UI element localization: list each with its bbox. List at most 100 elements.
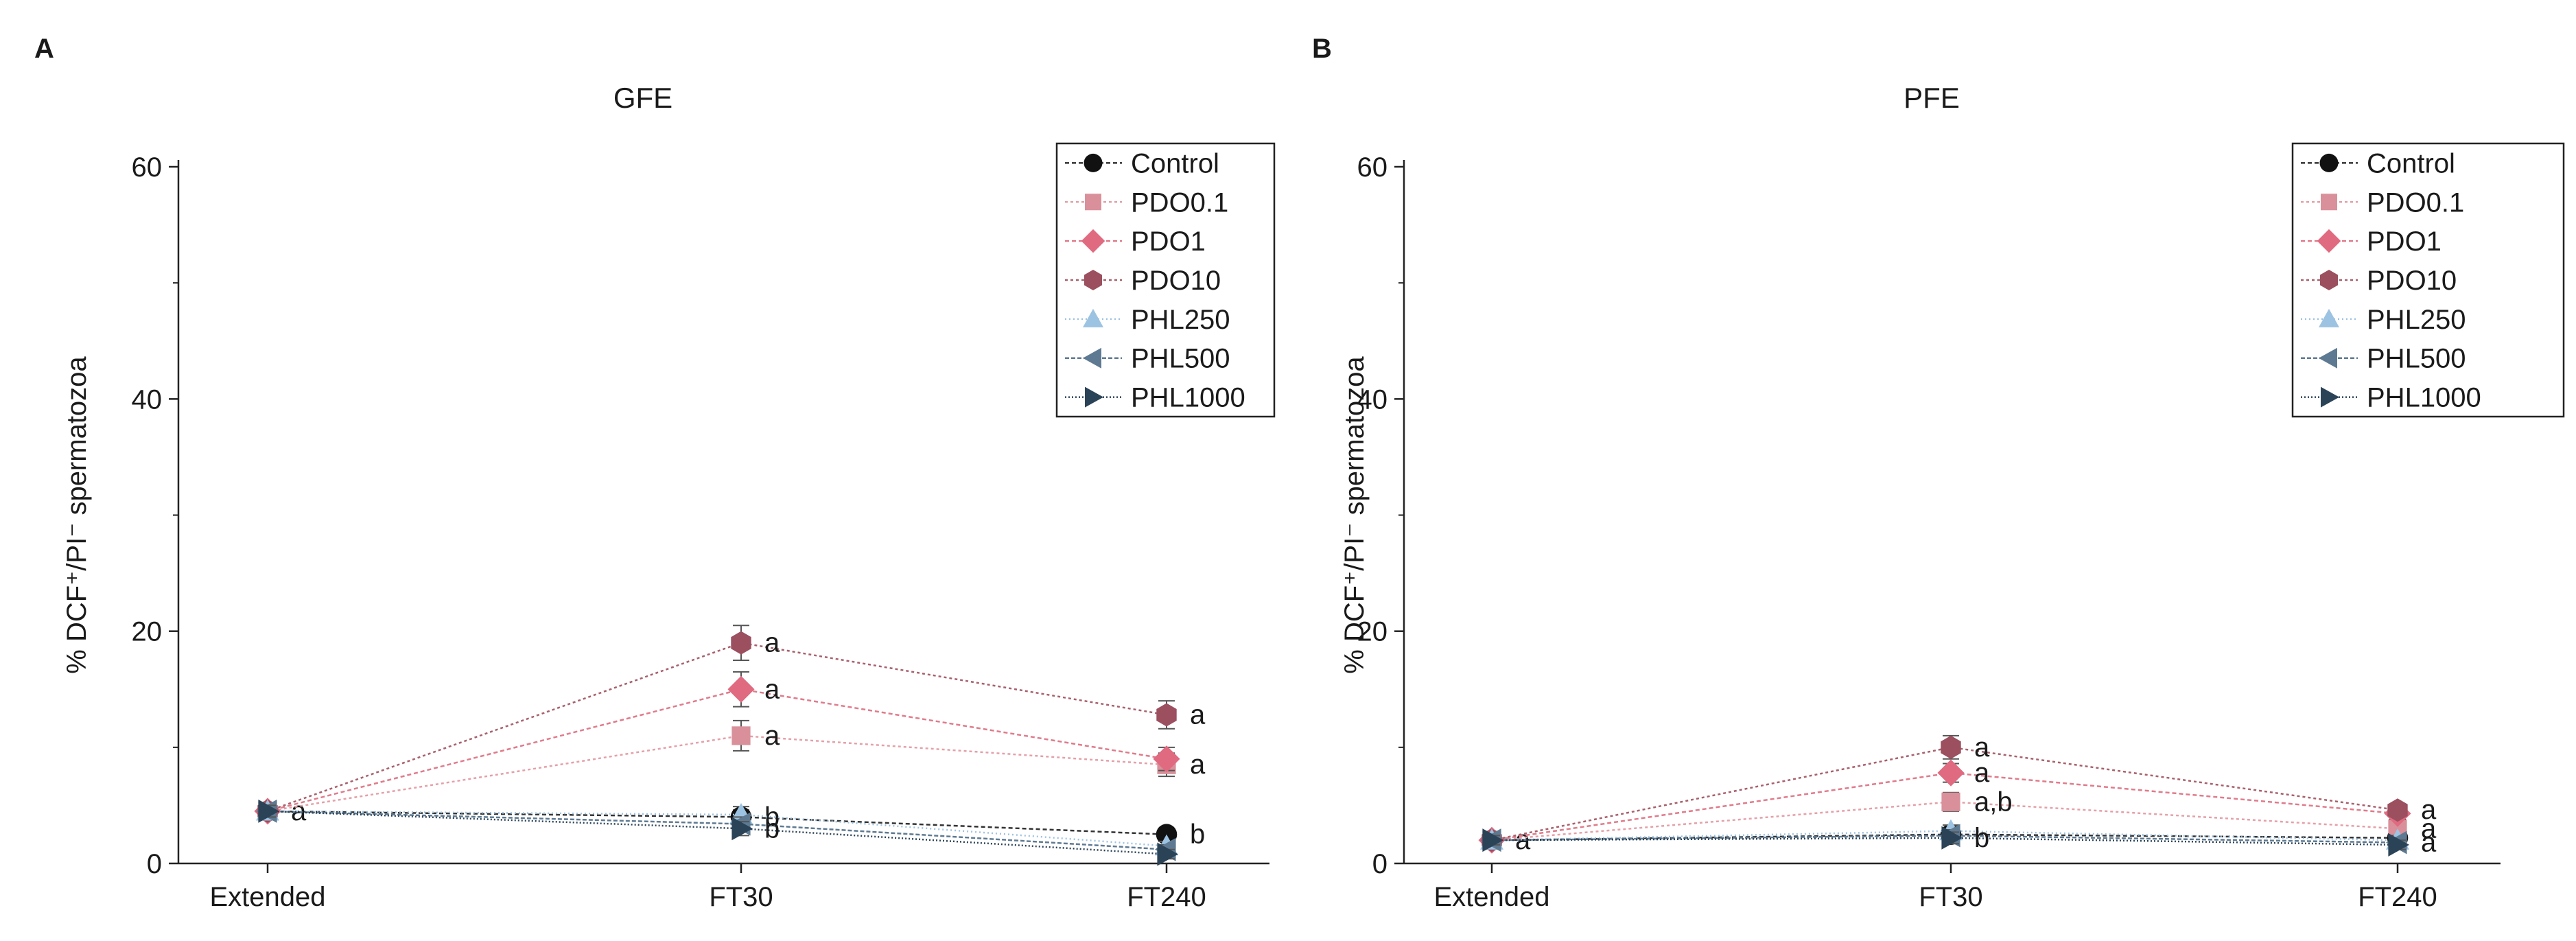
legend-marker	[1081, 229, 1105, 253]
y-axis-label: % DCF⁺/PI⁻ spermatozoa	[62, 356, 92, 674]
significance-label: a	[1190, 750, 1206, 780]
legend-label: PHL250	[1131, 305, 1230, 335]
series-line	[1491, 833, 2398, 841]
chart-panel-b: B PFE 0 20 40 60 Extended FT30 FT240 % DCF⁺/PI⁻…	[1288, 0, 2576, 941]
legend-label: PDO1	[2367, 226, 2442, 257]
series-pdo1: a	[254, 671, 1180, 825]
legend-marker	[1084, 270, 1102, 290]
legend-marker	[2319, 308, 2339, 327]
x-tick-label: Extended	[209, 882, 325, 912]
chart-panel-a: A GFE 0 20 40 60 Extended FT30 FT240 % DCF⁺/PI⁻…	[34, 34, 1276, 912]
data-point	[258, 799, 279, 823]
x-tick-label: FT240	[1127, 882, 1206, 912]
significance-label: b	[764, 802, 780, 832]
legend-label: PHL250	[2367, 305, 2466, 335]
legend-item: PDO1	[2301, 226, 2442, 257]
legend-label: Control	[2367, 148, 2455, 178]
x-tick-label: FT30	[709, 882, 773, 912]
legend-marker	[1083, 347, 1101, 369]
y-tick-label: 60	[1357, 152, 1388, 183]
data-point	[1937, 759, 1965, 787]
legend-label: PHL1000	[1131, 383, 1245, 413]
data-point	[1482, 828, 1503, 852]
legend-item: Control	[1065, 148, 1219, 178]
legend-label: PDO0.1	[1131, 187, 1228, 218]
data-point	[1156, 703, 1177, 727]
y-tick-label: 20	[1357, 617, 1388, 647]
y-tick-label: 20	[132, 617, 163, 647]
significance-label: a	[2421, 795, 2437, 825]
series-pdo0-1: aa	[258, 719, 1206, 821]
significance-label: a	[764, 721, 780, 751]
significance-label: b	[764, 813, 780, 844]
legend-item: PDO10	[2301, 266, 2457, 296]
series-line	[1491, 801, 2398, 841]
legend-marker	[2317, 229, 2341, 253]
data-point	[1941, 735, 1961, 759]
x-tick-label: FT240	[2358, 882, 2437, 912]
legend-marker	[1083, 308, 1103, 327]
series-phl500	[256, 799, 1176, 861]
legend-label: Control	[1131, 148, 1219, 178]
legend-label: PHL500	[1131, 344, 1230, 374]
chart-title: GFE	[613, 82, 672, 114]
legend-item: PHL1000	[2301, 383, 2481, 413]
axes: 0 20 40 60 Extended FT30 FT240 % DCF⁺/PI⁻ sperm…	[1339, 152, 2501, 912]
y-tick-label: 0	[1372, 849, 1387, 879]
legend-label: PHL500	[2367, 344, 2466, 374]
chart-b: B PFE 0 20 40 60 Extended FT30 FT240 % DCF⁺/PI⁻…	[1312, 34, 2565, 912]
data-point	[731, 817, 753, 841]
legend-marker	[2321, 194, 2337, 211]
data-point	[1941, 826, 1963, 850]
legend-label: PDO1	[1131, 226, 1206, 257]
series-line	[267, 734, 1167, 813]
legend-label: PHL1000	[2367, 383, 2481, 413]
y-tick-label: 60	[132, 152, 163, 183]
significance-label: a	[1974, 758, 1990, 788]
y-tick-label: 40	[132, 384, 163, 415]
legend-marker	[2320, 270, 2338, 290]
legend-item: PHL250	[2301, 305, 2466, 335]
legend-item: PHL500	[1065, 344, 1230, 374]
x-tick-label: FT30	[1919, 882, 1982, 912]
legend-marker	[1085, 386, 1103, 408]
legend-marker	[2319, 153, 2339, 172]
series-line	[1491, 771, 2398, 841]
legend: Control PDO0.1 PDO1 PDO10 PHL250 PHL500 PHL100…	[1055, 142, 1276, 418]
legend-item: PHL250	[1065, 305, 1230, 335]
data-point	[2387, 798, 2408, 822]
legend-marker	[1084, 153, 1103, 172]
significance-label: a	[1190, 699, 1206, 730]
data-point	[731, 631, 751, 655]
data-point	[1153, 745, 1180, 773]
significance-label: a	[764, 674, 780, 704]
series-line	[1491, 830, 2398, 841]
x-tick-label: Extended	[1433, 882, 1549, 912]
legend-label: PDO0.1	[2367, 187, 2464, 218]
chart-a: A GFE 0 20 40 60 Extended FT30 FT240 % DCF⁺/PI⁻…	[34, 34, 1276, 912]
significance-label: b	[1190, 820, 1205, 850]
legend-item: PDO0.1	[2301, 187, 2464, 218]
legend-marker	[2319, 347, 2337, 369]
y-tick-label: 40	[1357, 384, 1388, 415]
legend-marker	[1085, 194, 1101, 211]
legend-item: PHL500	[2301, 344, 2466, 374]
series-phl1000: b	[1482, 823, 2409, 857]
legend-item: PDO0.1	[1065, 187, 1228, 218]
data-point	[2388, 833, 2409, 857]
significance-label: a	[2421, 828, 2437, 858]
significance-label: a	[2421, 813, 2437, 844]
y-tick-label: 0	[147, 849, 162, 879]
legend-item: Control	[2301, 148, 2455, 178]
series-phl1000: b	[258, 799, 1178, 866]
series-line	[267, 810, 1167, 855]
data-point	[727, 675, 755, 703]
legend-item: PDO10	[1065, 266, 1221, 296]
legend-marker	[2321, 386, 2339, 408]
significance-label: b	[1974, 823, 1989, 853]
legend-item: PHL1000	[1065, 383, 1245, 413]
legend-label: PDO10	[1131, 266, 1221, 296]
data-point	[1941, 792, 1960, 811]
